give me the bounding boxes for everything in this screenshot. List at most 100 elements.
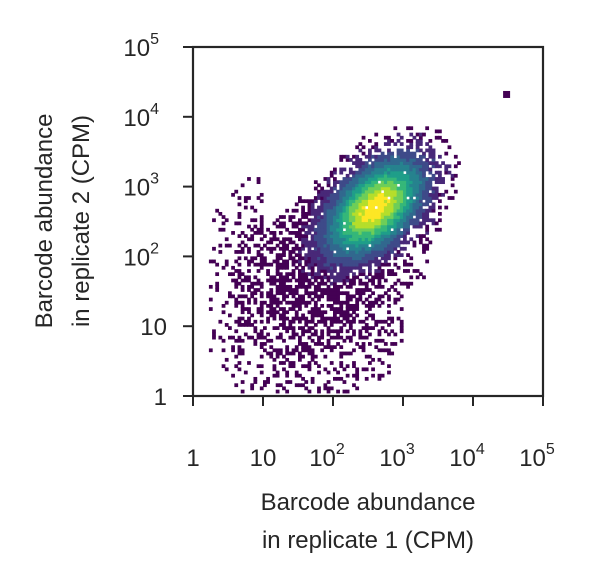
histogram-cell [403, 262, 407, 267]
histogram-cell [390, 316, 395, 321]
histogram-cell [323, 218, 328, 223]
histogram-cell [298, 275, 302, 280]
histogram-cell [403, 173, 407, 178]
histogram-cell [345, 215, 350, 219]
histogram-cell [275, 383, 280, 388]
histogram-cell [345, 205, 350, 210]
histogram-cell [377, 189, 382, 194]
histogram-cell [282, 278, 286, 283]
histogram-cell [371, 154, 375, 159]
histogram-cell [418, 199, 423, 204]
histogram-cell [259, 221, 264, 226]
histogram-cell [320, 265, 325, 270]
histogram-cell [364, 250, 369, 254]
histogram-cell [358, 205, 363, 210]
histogram-cell [320, 221, 325, 226]
histogram-cell [390, 183, 395, 188]
histogram-cell [393, 161, 398, 165]
histogram-cell [278, 291, 283, 296]
histogram-cell [275, 354, 280, 359]
histogram-cell [326, 208, 331, 213]
histogram-cell [304, 215, 309, 219]
histogram-cell [310, 265, 315, 270]
histogram-cell [336, 284, 340, 289]
histogram-cell [278, 221, 283, 226]
histogram-cell [269, 237, 274, 242]
histogram-cell [371, 164, 375, 169]
histogram-cell [387, 148, 391, 153]
histogram-cell [396, 189, 401, 194]
histogram-cell [399, 281, 404, 286]
histogram-cell [333, 208, 337, 213]
histogram-cell [313, 354, 318, 359]
histogram-cell [348, 294, 353, 299]
histogram-cell [383, 161, 388, 165]
histogram-cell [352, 262, 356, 267]
histogram-cell [231, 373, 235, 378]
histogram-cell [393, 170, 398, 175]
histogram-cell [393, 272, 398, 277]
histogram-cell [383, 221, 388, 226]
histogram-cell [234, 338, 239, 343]
histogram-cell [218, 250, 223, 254]
histogram-cell [358, 278, 363, 283]
histogram-cell [377, 205, 382, 210]
histogram-cell [380, 373, 385, 378]
histogram-cell [329, 215, 334, 219]
histogram-cell [304, 386, 309, 391]
histogram-cell [275, 288, 280, 292]
histogram-cell [403, 164, 407, 169]
histogram-cell [310, 211, 315, 216]
histogram-cell [418, 161, 423, 165]
histogram-cell [383, 211, 388, 216]
histogram-cell [428, 218, 433, 223]
histogram-cell [253, 342, 258, 346]
histogram-cell [256, 243, 261, 248]
histogram-cell [304, 323, 309, 327]
histogram-cell [399, 307, 404, 311]
histogram-cell [425, 199, 430, 204]
histogram-cell [374, 231, 379, 235]
histogram-cell [396, 227, 401, 232]
histogram-cell [313, 180, 318, 185]
histogram-cell [317, 319, 321, 324]
histogram-cell [399, 161, 404, 165]
histogram-cell [425, 183, 430, 188]
histogram-cell [342, 259, 347, 264]
histogram-cell [418, 177, 423, 181]
histogram-cell [231, 345, 235, 350]
histogram-cell [333, 192, 337, 197]
histogram-cell [313, 240, 318, 245]
histogram-cell [348, 199, 353, 204]
histogram-cell [374, 167, 379, 172]
histogram-cell [380, 253, 385, 257]
histogram-cell [266, 240, 270, 245]
histogram-cell [387, 231, 391, 235]
histogram-cell [336, 370, 340, 375]
histogram-cell [339, 167, 344, 172]
histogram-cell [434, 196, 439, 200]
histogram-cell [425, 227, 430, 232]
histogram-cell [275, 237, 280, 242]
histogram-cell [320, 218, 325, 223]
histogram-cell [364, 259, 369, 264]
histogram-cell [326, 221, 331, 226]
histogram-cell [403, 231, 407, 235]
histogram-cell [326, 240, 331, 245]
histogram-cell [418, 170, 423, 175]
histogram-cell [247, 297, 251, 302]
histogram-cell [396, 154, 401, 159]
histogram-cell [282, 284, 286, 289]
histogram-cell [320, 316, 325, 321]
histogram-cell [368, 307, 372, 311]
histogram-cell [336, 278, 340, 283]
histogram-cell [342, 253, 347, 257]
histogram-cell [377, 284, 382, 289]
histogram-cell [266, 246, 270, 251]
histogram-cell [348, 189, 353, 194]
histogram-cell [221, 221, 226, 226]
histogram-cell [390, 231, 395, 235]
histogram-cell [348, 256, 353, 261]
histogram-cell [310, 259, 315, 264]
histogram-cell [348, 224, 353, 229]
